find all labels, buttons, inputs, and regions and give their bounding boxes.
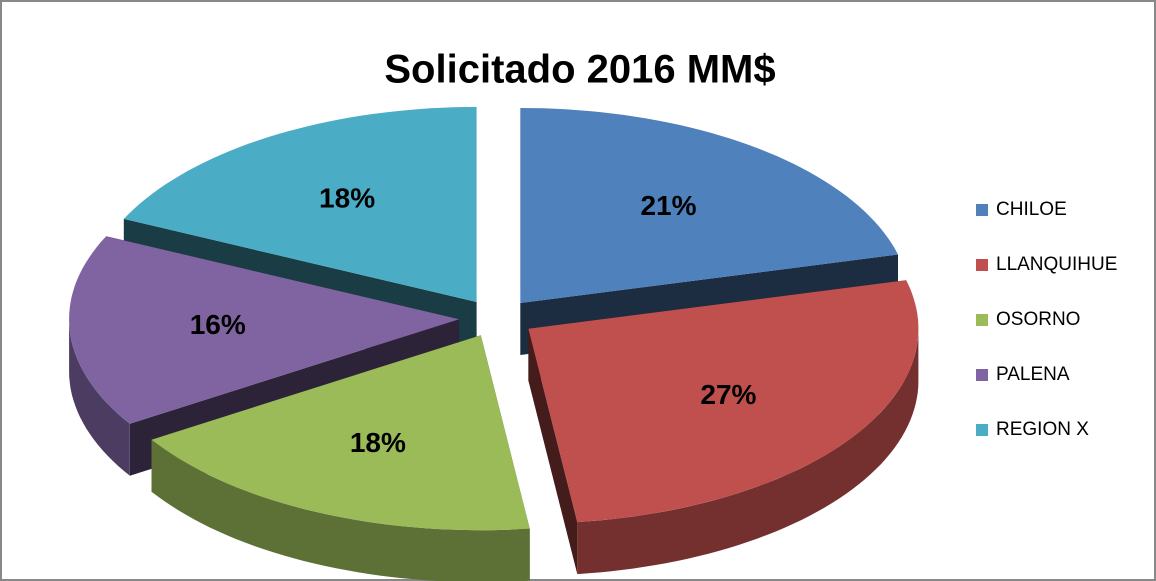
legend-swatch xyxy=(976,204,988,216)
slice-wall xyxy=(577,328,919,575)
slice-wall xyxy=(151,439,530,581)
legend-swatch xyxy=(976,424,988,436)
legend-swatch xyxy=(976,369,988,381)
slice xyxy=(69,236,460,424)
slice-cut-face xyxy=(528,328,578,575)
slice xyxy=(151,335,530,531)
legend-swatch xyxy=(976,314,988,326)
legend-label: OSORNO xyxy=(996,309,1080,330)
data-label: 16% xyxy=(190,309,246,340)
data-label: 18% xyxy=(319,182,375,213)
legend-swatch xyxy=(976,259,988,271)
data-label: 21% xyxy=(640,190,696,221)
data-label: 18% xyxy=(350,427,406,458)
slice xyxy=(520,108,898,303)
slice-wall xyxy=(69,319,130,476)
slice xyxy=(123,107,477,302)
data-label: 27% xyxy=(700,379,756,410)
legend-label: LLANQUIHUE xyxy=(996,254,1117,275)
legend-label: REGION X xyxy=(996,419,1089,440)
legend-label: CHILOE xyxy=(996,199,1067,220)
chart-title: Solicitado 2016 MM$ xyxy=(384,48,775,92)
slice xyxy=(528,280,919,523)
legend-label: PALENA xyxy=(996,364,1070,385)
